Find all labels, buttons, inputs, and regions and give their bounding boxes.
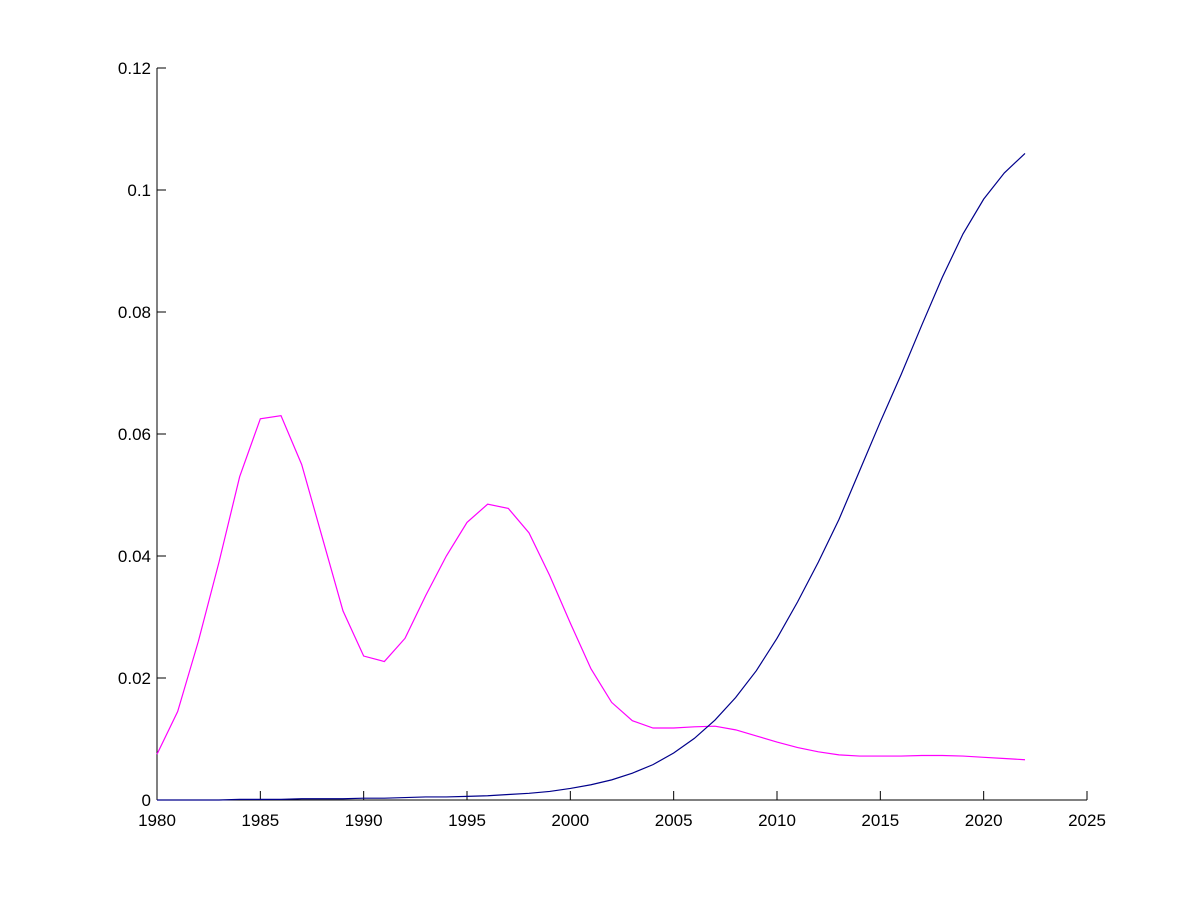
y-tick-label: 0.04: [118, 547, 151, 566]
y-tick-label: 0: [142, 791, 151, 810]
x-tick-label: 2000: [551, 811, 589, 830]
x-tick-label: 1995: [448, 811, 486, 830]
y-tick-label: 0.02: [118, 669, 151, 688]
x-tick-label: 2020: [965, 811, 1003, 830]
y-tick-label: 0.06: [118, 425, 151, 444]
x-tick-label: 1985: [241, 811, 279, 830]
x-tick-label: 2010: [758, 811, 796, 830]
y-tick-label: 0.08: [118, 303, 151, 322]
x-tick-label: 2015: [861, 811, 899, 830]
line-series: [156, 415, 1026, 761]
x-tick-label: 2005: [655, 811, 693, 830]
line-series: [157, 152, 1026, 801]
y-tick-label: 0.12: [118, 59, 151, 78]
x-tick-label: 1990: [345, 811, 383, 830]
x-tick-label: 1980: [138, 811, 176, 830]
y-tick-label: 0.1: [127, 181, 151, 200]
x-tick-label: 2025: [1068, 811, 1106, 830]
